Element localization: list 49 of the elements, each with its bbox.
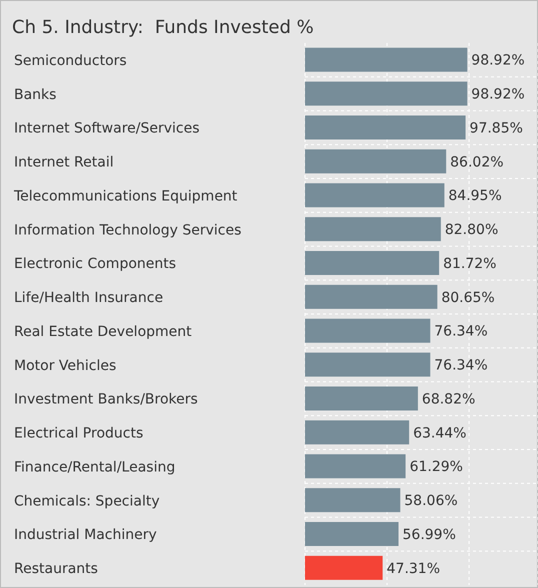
data-label: 58.06%: [404, 493, 458, 510]
data-label: 76.34%: [434, 358, 488, 374]
bar: [305, 250, 440, 275]
y-tick-label: Restaurants: [14, 561, 98, 578]
data-label: 76.34%: [434, 324, 488, 340]
y-tick-label: Finance/Rental/Leasing: [14, 459, 176, 476]
data-label: 63.44%: [413, 425, 466, 442]
y-tick-label: Chemicals: Specialty: [14, 493, 160, 510]
data-label: 84.95%: [448, 188, 502, 204]
data-label: 82.80%: [444, 222, 498, 238]
data-label: 47.31%: [386, 560, 440, 577]
y-tick-label: Semiconductors: [14, 52, 127, 69]
y-tick-label: Industrial Machinery: [14, 527, 157, 544]
bar: [305, 318, 430, 343]
bar: [305, 183, 444, 208]
data-label: 98.92%: [471, 86, 525, 103]
bar: [305, 488, 400, 512]
bar: [305, 522, 399, 546]
bar: [305, 115, 466, 140]
y-tick-label: Internet Retail: [14, 154, 114, 171]
y-tick-label: Internet Software/Services: [14, 120, 200, 137]
y-tick-label: Life/Health Insurance: [14, 290, 164, 306]
y-tick-label: Motor Vehicles: [14, 358, 116, 374]
data-label: 81.72%: [443, 256, 496, 272]
data-label: 80.65%: [441, 290, 495, 306]
data-label: 98.92%: [471, 52, 525, 69]
data-label: 68.82%: [422, 391, 476, 408]
bar: [305, 454, 406, 478]
bar: [305, 352, 430, 377]
y-tick-label: Real Estate Development: [14, 324, 192, 340]
bar: [305, 386, 418, 410]
bar: [305, 556, 383, 580]
y-tick-label: Electrical Products: [14, 426, 144, 442]
y-tick-label: Banks: [14, 86, 56, 103]
bar: [305, 420, 410, 444]
data-label: 86.02%: [450, 154, 504, 170]
y-tick-label: Telecommunications Equipment: [13, 188, 238, 204]
y-tick-label: Electronic Components: [14, 256, 176, 272]
y-tick-label: Investment Banks/Brokers: [14, 392, 198, 408]
data-label: 61.29%: [410, 459, 463, 476]
bar: [305, 149, 446, 174]
bar: [305, 82, 468, 106]
bar: [305, 284, 438, 309]
y-tick-label: Information Technology Services: [14, 222, 242, 238]
bar: [305, 48, 468, 72]
bar: [305, 217, 441, 242]
data-label: 97.85%: [470, 120, 523, 136]
chart-title: Ch 5. Industry: Funds Invested %: [12, 17, 314, 38]
data-label: 56.99%: [402, 526, 456, 543]
